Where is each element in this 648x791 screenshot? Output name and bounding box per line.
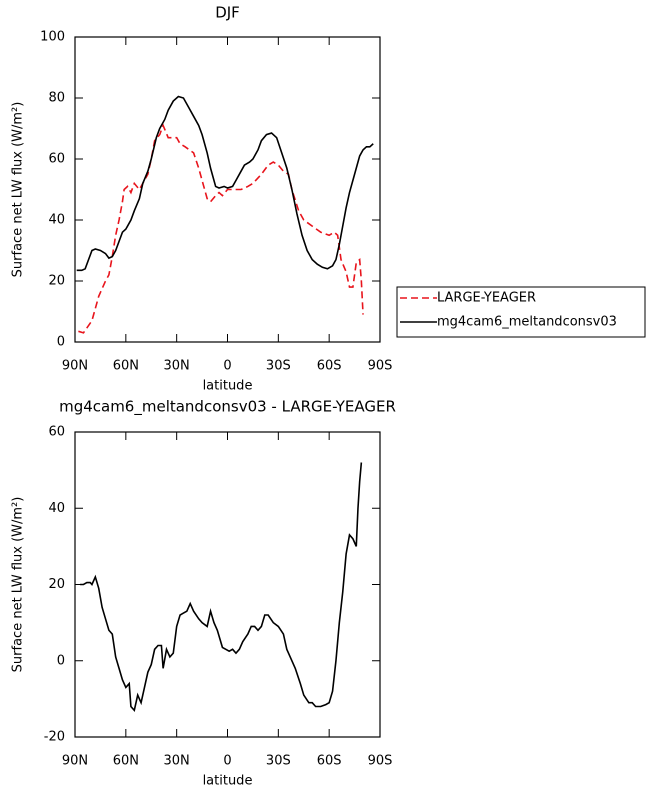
- y-tick-label: 40: [48, 501, 65, 516]
- chart-title: mg4cam6_meltandconsv03 - LARGE-YEAGER: [59, 398, 396, 417]
- y-tick-label: 20: [48, 274, 65, 289]
- x-tick-label: 30N: [164, 359, 190, 374]
- x-tick-label: 60S: [317, 754, 342, 769]
- x-tick-label: 60N: [113, 754, 139, 769]
- x-tick-label: 90N: [62, 359, 88, 374]
- y-tick-label: 80: [48, 91, 65, 106]
- x-tick-label: 90S: [368, 359, 393, 374]
- legend-box: [396, 286, 646, 338]
- plot-frame: [74, 36, 381, 343]
- plot-frame: [74, 431, 381, 738]
- data-line: [80, 462, 363, 713]
- x-axis-label: latitude: [203, 774, 253, 789]
- y-tick-label: 20: [48, 577, 65, 592]
- data-line: [76, 95, 374, 272]
- y-tick-label: 100: [40, 30, 65, 45]
- y-tick-label: 40: [48, 213, 65, 228]
- x-tick-label: 0: [223, 359, 231, 374]
- x-tick-label: 60S: [317, 359, 342, 374]
- legend-label: LARGE-YEAGER: [437, 291, 536, 306]
- y-tick-label: -20: [44, 730, 65, 745]
- y-tick-label: 60: [48, 152, 65, 167]
- x-tick-label: 30S: [266, 359, 291, 374]
- y-tick-label: 0: [57, 335, 65, 350]
- x-tick-label: 60N: [113, 359, 139, 374]
- chart-title: DJF: [215, 4, 240, 22]
- x-tick-label: 30N: [164, 754, 190, 769]
- x-tick-label: 90N: [62, 754, 88, 769]
- x-axis-label: latitude: [203, 379, 253, 394]
- x-tick-label: 0: [223, 754, 231, 769]
- y-axis-label: Surface net LW flux (W/m²): [11, 102, 26, 278]
- y-axis-label: Surface net LW flux (W/m²): [11, 497, 26, 673]
- x-tick-label: 30S: [266, 754, 291, 769]
- x-tick-label: 90S: [368, 754, 393, 769]
- y-tick-label: 60: [48, 425, 65, 440]
- legend-label: mg4cam6_meltandconsv03: [437, 315, 617, 330]
- y-tick-label: 0: [57, 653, 65, 668]
- data-line: [78, 123, 364, 334]
